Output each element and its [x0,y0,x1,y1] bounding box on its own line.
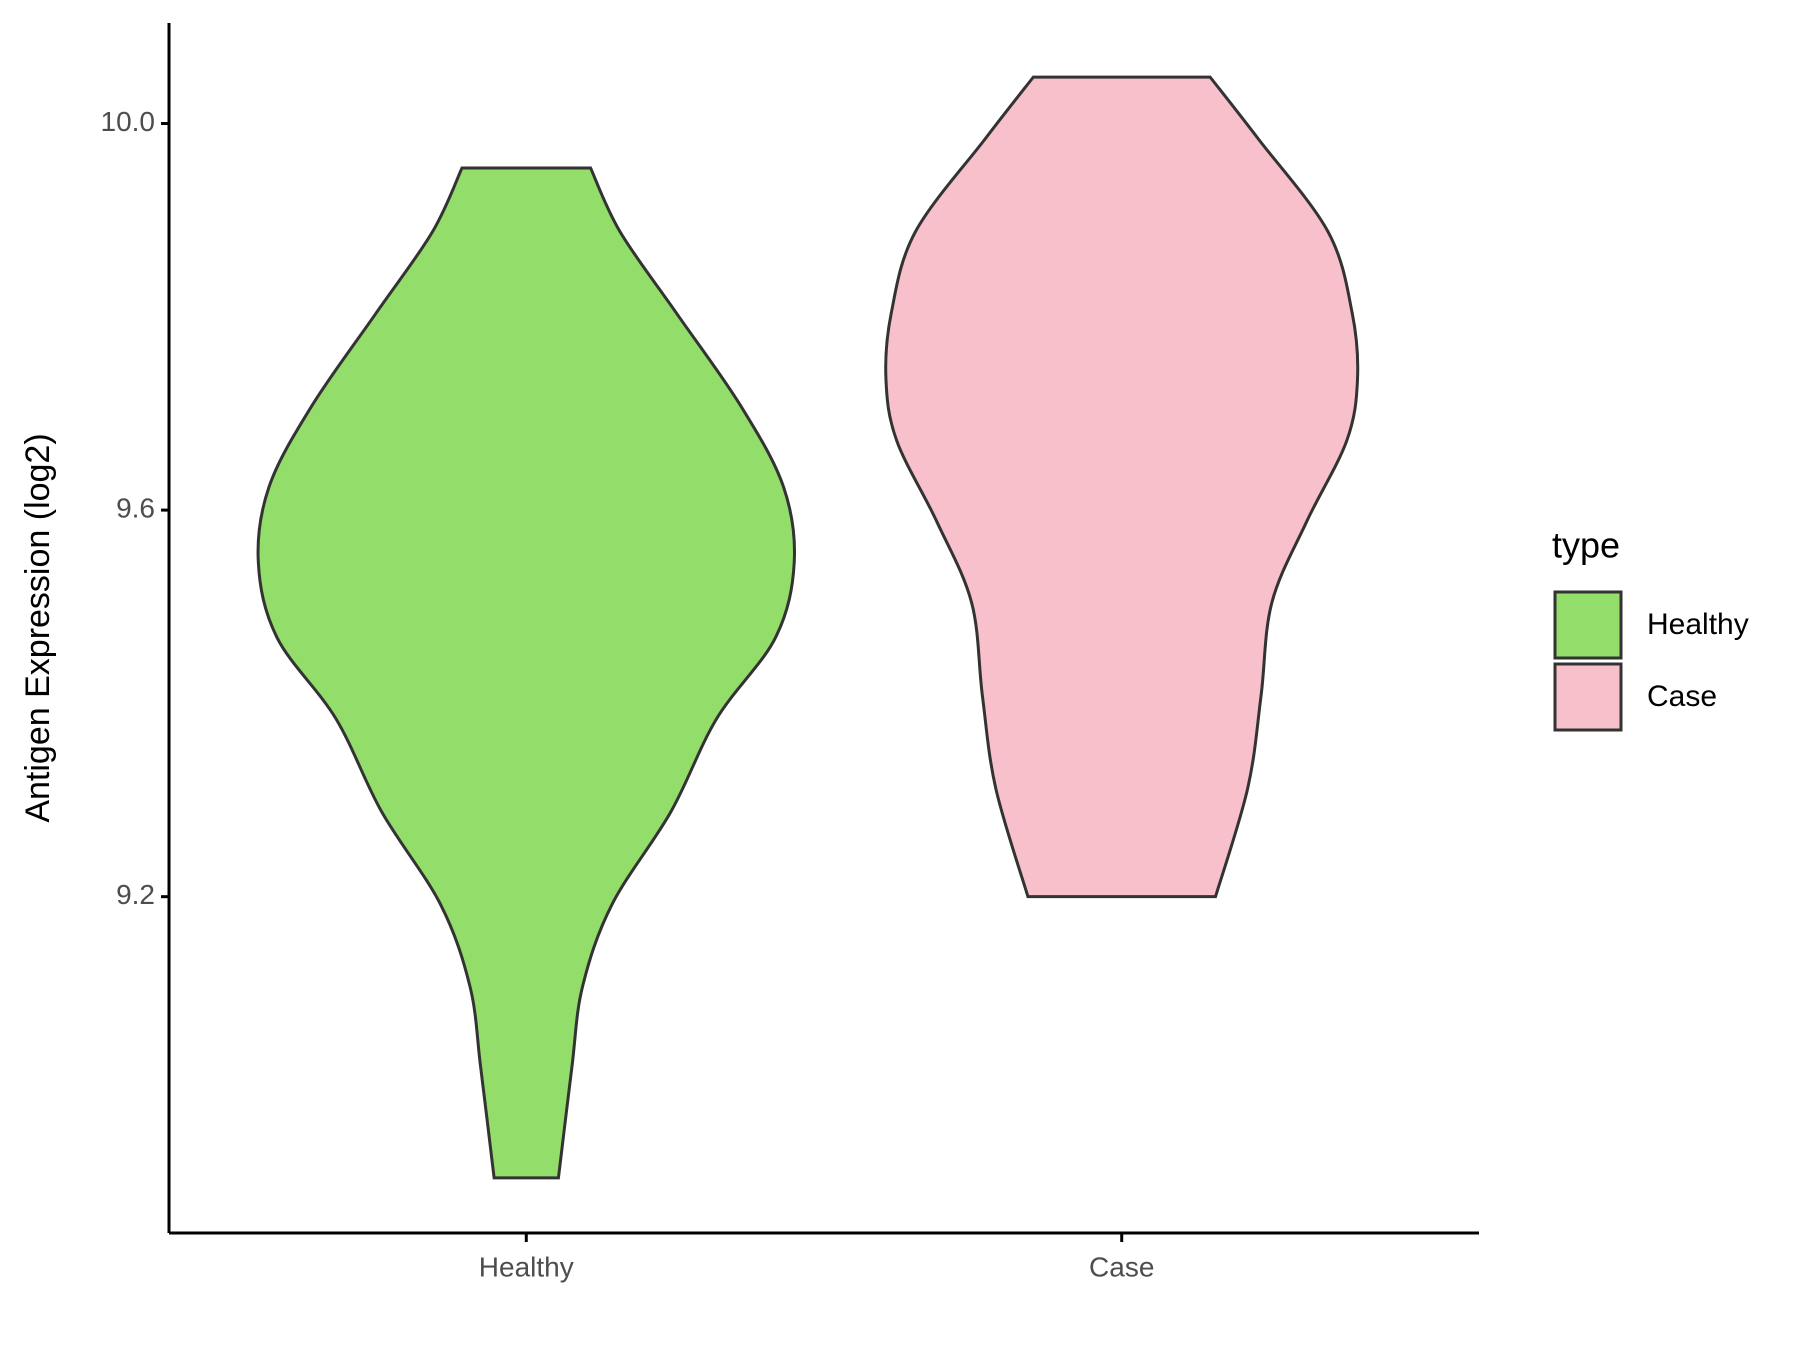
legend-label: Case [1647,680,1717,713]
y-tick-label: 10.0 [101,106,156,137]
y-tick-label: 9.2 [116,879,155,910]
violin [884,75,1360,899]
legend-title: type [1552,525,1620,566]
legend-label: Healthy [1647,608,1749,641]
legend-key [1553,590,1623,660]
x-tick-label: Healthy [479,1251,574,1282]
x-tick-label: Case [1089,1251,1154,1282]
violin [256,166,797,1180]
y-tick-label: 9.6 [116,492,155,523]
y-axis-title: Antigen Expression (log2) [19,433,57,822]
legend-key [1553,662,1623,732]
